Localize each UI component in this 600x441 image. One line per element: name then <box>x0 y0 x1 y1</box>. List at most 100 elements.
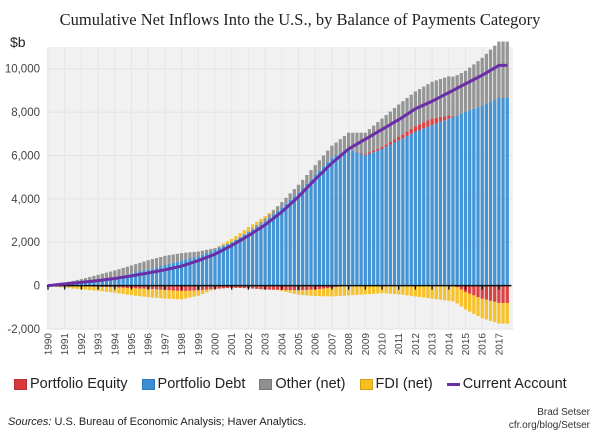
bar-other-net <box>238 236 242 238</box>
bar-portfolio-equity <box>493 285 497 302</box>
bar-other-net <box>463 70 468 113</box>
bar-portfolio-debt <box>192 257 196 286</box>
y-tick-label: -2,000 <box>7 324 40 336</box>
sources-note: Sources: U.S. Bureau of Economic Analysi… <box>8 416 306 428</box>
bar-portfolio-equity <box>225 285 230 289</box>
x-tick-label: 1997 <box>160 333 171 356</box>
bar-other-net <box>472 64 476 109</box>
legend-label: Portfolio Debt <box>157 376 246 392</box>
bar-portfolio-debt <box>83 281 88 286</box>
x-tick-label: 2008 <box>344 333 355 356</box>
bar-fdi-net <box>100 287 104 292</box>
bar-fdi-net <box>401 285 405 295</box>
bar-fdi-net <box>472 295 476 314</box>
bar-other-net <box>309 170 313 180</box>
bar-portfolio-debt <box>271 214 276 286</box>
bar-fdi-net <box>438 285 443 300</box>
bar-portfolio-equity <box>380 146 384 149</box>
x-axis-ticks: 1990 1991 1992 1993 1994 1995 1996 1997 1998 1999… <box>44 333 506 356</box>
bar-fdi-net <box>480 298 484 319</box>
bar-portfolio-debt <box>196 256 200 286</box>
bar-portfolio-debt <box>125 274 129 286</box>
bar-portfolio-equity <box>242 285 246 289</box>
bar-fdi-net <box>426 285 430 299</box>
bar-other-net <box>104 272 109 279</box>
bar-portfolio-equity <box>134 285 138 289</box>
bar-portfolio-equity <box>326 285 330 289</box>
bar-portfolio-equity <box>301 285 305 291</box>
bar-portfolio-debt <box>438 121 443 286</box>
bar-portfolio-debt <box>230 242 234 286</box>
bar-portfolio-debt <box>372 152 376 286</box>
bar-fdi-net <box>250 224 255 229</box>
legend-swatch-fdi-net <box>359 378 373 390</box>
bar-other-net <box>334 142 338 156</box>
bar-portfolio-debt <box>426 126 430 286</box>
bar-fdi-net <box>430 285 434 299</box>
x-tick-label: 2000 <box>211 333 222 356</box>
bar-fdi-net <box>92 286 96 291</box>
bar-fdi-net <box>280 289 284 292</box>
bar-fdi-net <box>188 290 192 298</box>
bar-other-net <box>175 253 180 262</box>
bar-other-net <box>338 139 342 154</box>
bar-portfolio-debt <box>225 244 230 286</box>
bar-portfolio-equity <box>501 285 505 303</box>
bar-portfolio-debt <box>397 140 401 286</box>
bar-other-net <box>284 197 288 204</box>
x-tick-label: 1995 <box>127 333 138 356</box>
bar-other-net <box>92 275 96 281</box>
bar-fdi-net <box>154 289 159 298</box>
bar-portfolio-debt <box>184 259 188 286</box>
bar-fdi-net <box>267 212 271 215</box>
bar-portfolio-debt <box>480 105 484 286</box>
sources-text: U.S. Bureau of Economic Analysis; Haver … <box>51 416 307 428</box>
bar-other-net <box>250 228 255 230</box>
bar-portfolio-debt <box>234 239 238 286</box>
bar-portfolio-equity <box>192 285 196 291</box>
bar-portfolio-equity <box>359 153 363 154</box>
y-tick-label: 8,000 <box>11 107 40 119</box>
legend-item-portfolio-equity: Portfolio Equity <box>14 376 128 392</box>
x-tick-label: 2012 <box>411 333 422 356</box>
legend-swatch-portfolio-debt <box>141 378 155 390</box>
bar-fdi-net <box>129 288 134 296</box>
bar-other-net <box>146 260 150 270</box>
bar-portfolio-debt <box>121 275 125 286</box>
bar-other-net <box>79 279 84 283</box>
bar-fdi-net <box>163 289 167 299</box>
bar-portfolio-debt <box>75 282 79 286</box>
bar-portfolio-equity <box>438 116 443 122</box>
bar-portfolio-equity <box>430 118 434 126</box>
x-tick-label: 2009 <box>361 333 372 356</box>
bar-other-net <box>205 249 209 254</box>
bars-group <box>46 41 509 324</box>
bar-fdi-net <box>71 286 75 289</box>
bar-portfolio-equity <box>125 285 129 289</box>
bar-portfolio-debt <box>313 174 317 286</box>
bar-other-net <box>326 150 330 162</box>
bar-portfolio-equity <box>188 285 192 291</box>
x-tick-label: 2011 <box>394 333 405 355</box>
bar-portfolio-debt <box>296 192 301 286</box>
bar-other-net <box>388 111 392 142</box>
bar-other-net <box>459 73 463 114</box>
legend-label: Other (net) <box>275 376 346 392</box>
bar-fdi-net <box>334 287 338 297</box>
x-tick-label: 2004 <box>277 333 288 356</box>
bar-fdi-net <box>121 287 125 294</box>
credit-author: Brad Setser <box>537 407 590 418</box>
bar-portfolio-debt <box>355 152 359 286</box>
bar-portfolio-equity <box>255 285 259 289</box>
bar-other-net <box>288 193 292 200</box>
x-tick-label: 2015 <box>461 333 472 356</box>
bar-fdi-net <box>463 292 468 310</box>
bar-fdi-net <box>493 301 497 323</box>
bar-portfolio-equity <box>200 285 205 291</box>
bar-fdi-net <box>451 285 455 302</box>
bar-fdi-net <box>284 290 288 292</box>
bar-fdi-net <box>468 293 472 312</box>
bar-portfolio-debt <box>430 125 434 286</box>
bar-fdi-net <box>263 216 267 219</box>
x-tick-label: 2014 <box>444 333 455 356</box>
